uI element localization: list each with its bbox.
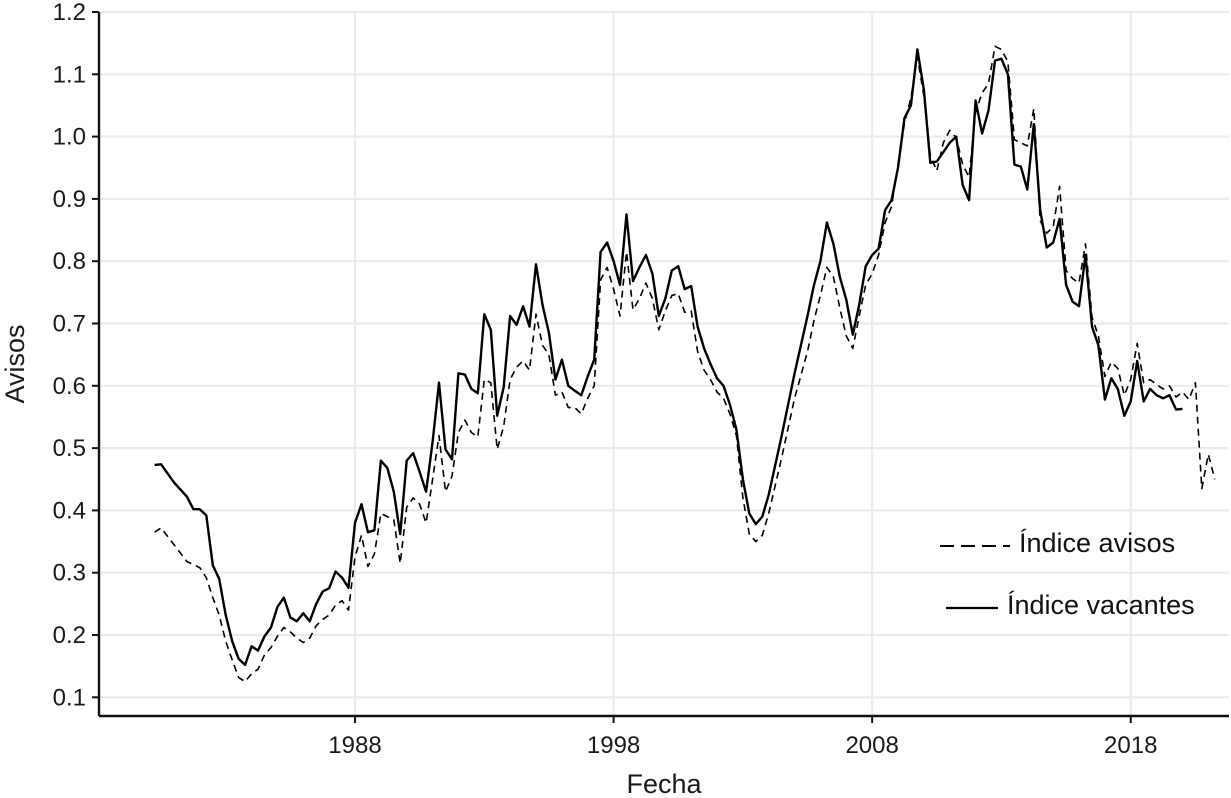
y-tick-label: 0.5 [53,435,86,462]
legend-item-avisos: Índice avisos [940,528,1175,558]
y-axis-ticks: 0.1 0.2 0.3 0.4 0.5 0.6 0.7 0.8 0.9 1.0 1.1 1.2 [53,0,99,711]
y-tick-label: 0.2 [53,622,86,649]
y-tick-label: 0.3 [53,560,86,587]
y-tick-label: 0.8 [53,248,86,275]
y-tick-label: 1.1 [53,61,86,88]
x-tick-label: 2018 [1104,732,1157,759]
legend: Índice avisos Índice vacantes [940,528,1195,620]
y-tick-label: 1.0 [53,124,86,151]
series-layer [154,45,1216,683]
x-axis-title: Fecha [626,769,702,798]
x-axis-ticks: 1988 1998 2008 2018 [328,716,1157,759]
y-tick-label: 0.6 [53,373,86,400]
y-tick-label: 0.4 [53,497,86,524]
legend-label-vacantes: Índice vacantes [1007,590,1195,620]
series-line-avisos [154,45,1216,683]
legend-item-vacantes: Índice vacantes [946,590,1195,620]
y-tick-label: 0.1 [53,684,86,711]
y-tick-label: 0.9 [53,186,86,213]
y-tick-label: 1.2 [53,0,86,26]
axes [97,12,1229,718]
legend-label-avisos: Índice avisos [1019,528,1175,558]
y-tick-label: 0.7 [53,311,86,338]
x-tick-label: 1988 [328,732,381,759]
series-line-vacantes [154,48,1183,667]
x-tick-label: 1998 [587,732,640,759]
grid [99,10,1229,716]
x-tick-label: 2008 [845,732,898,759]
y-axis-title: Avisos [0,324,30,403]
